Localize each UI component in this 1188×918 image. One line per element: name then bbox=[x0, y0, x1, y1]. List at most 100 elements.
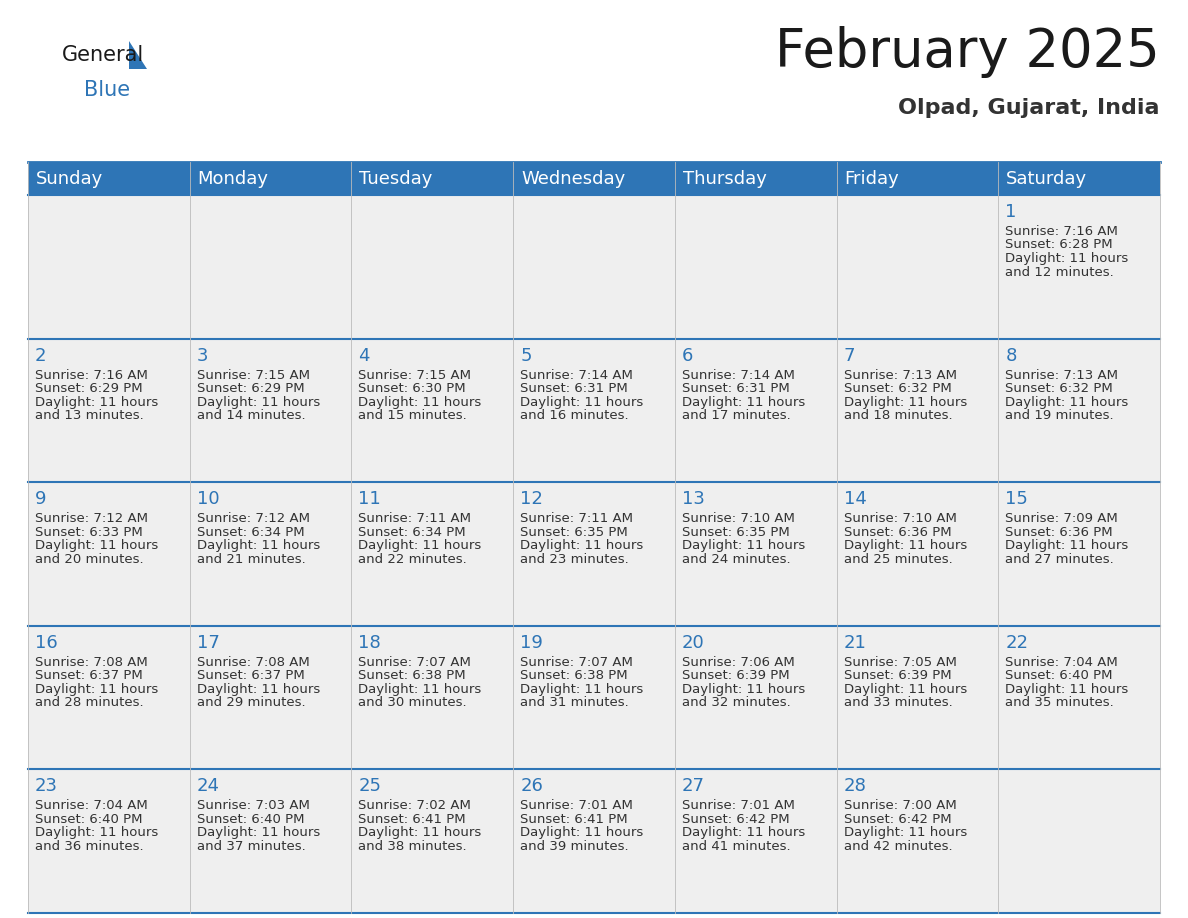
Bar bbox=[352, 626, 513, 769]
Text: 13: 13 bbox=[682, 490, 704, 509]
Bar bbox=[675, 482, 836, 626]
Bar bbox=[190, 626, 352, 769]
Text: Sunrise: 7:00 AM: Sunrise: 7:00 AM bbox=[843, 800, 956, 812]
Bar bbox=[190, 769, 352, 913]
Text: Sunrise: 7:05 AM: Sunrise: 7:05 AM bbox=[843, 655, 956, 669]
Text: Daylight: 11 hours: Daylight: 11 hours bbox=[34, 396, 158, 409]
Text: 28: 28 bbox=[843, 778, 866, 795]
Text: Daylight: 11 hours: Daylight: 11 hours bbox=[682, 683, 805, 696]
Text: Daylight: 11 hours: Daylight: 11 hours bbox=[843, 683, 967, 696]
Text: Daylight: 11 hours: Daylight: 11 hours bbox=[197, 396, 320, 409]
Text: Sunrise: 7:11 AM: Sunrise: 7:11 AM bbox=[520, 512, 633, 525]
Text: 6: 6 bbox=[682, 347, 694, 364]
Bar bbox=[836, 482, 998, 626]
Bar bbox=[513, 339, 675, 482]
Text: 27: 27 bbox=[682, 778, 704, 795]
Text: Sunset: 6:30 PM: Sunset: 6:30 PM bbox=[359, 382, 466, 395]
Text: Daylight: 11 hours: Daylight: 11 hours bbox=[197, 539, 320, 553]
Text: Daylight: 11 hours: Daylight: 11 hours bbox=[197, 683, 320, 696]
Text: Sunset: 6:38 PM: Sunset: 6:38 PM bbox=[520, 669, 627, 682]
Text: Sunset: 6:31 PM: Sunset: 6:31 PM bbox=[682, 382, 790, 395]
Text: Wednesday: Wednesday bbox=[522, 170, 625, 187]
Text: Daylight: 11 hours: Daylight: 11 hours bbox=[682, 539, 805, 553]
Text: 16: 16 bbox=[34, 633, 58, 652]
Text: and 14 minutes.: and 14 minutes. bbox=[197, 409, 305, 422]
Text: and 22 minutes.: and 22 minutes. bbox=[359, 553, 467, 565]
Text: 7: 7 bbox=[843, 347, 855, 364]
Text: Sunrise: 7:08 AM: Sunrise: 7:08 AM bbox=[34, 655, 147, 669]
Text: 4: 4 bbox=[359, 347, 369, 364]
Text: 12: 12 bbox=[520, 490, 543, 509]
Text: 21: 21 bbox=[843, 633, 866, 652]
Text: Sunrise: 7:07 AM: Sunrise: 7:07 AM bbox=[520, 655, 633, 669]
Bar bbox=[513, 482, 675, 626]
Text: Sunrise: 7:01 AM: Sunrise: 7:01 AM bbox=[520, 800, 633, 812]
Text: Sunset: 6:34 PM: Sunset: 6:34 PM bbox=[197, 526, 304, 539]
Bar bbox=[29, 162, 1159, 195]
Bar bbox=[352, 339, 513, 482]
Bar bbox=[29, 769, 190, 913]
Text: Sunset: 6:32 PM: Sunset: 6:32 PM bbox=[843, 382, 952, 395]
Text: and 35 minutes.: and 35 minutes. bbox=[1005, 696, 1114, 710]
Text: and 32 minutes.: and 32 minutes. bbox=[682, 696, 790, 710]
Text: and 20 minutes.: and 20 minutes. bbox=[34, 553, 144, 565]
Text: 26: 26 bbox=[520, 778, 543, 795]
Text: 25: 25 bbox=[359, 778, 381, 795]
Bar bbox=[352, 195, 513, 339]
Text: Sunrise: 7:08 AM: Sunrise: 7:08 AM bbox=[197, 655, 309, 669]
Text: and 30 minutes.: and 30 minutes. bbox=[359, 696, 467, 710]
Text: 18: 18 bbox=[359, 633, 381, 652]
Text: Sunrise: 7:10 AM: Sunrise: 7:10 AM bbox=[682, 512, 795, 525]
Text: 1: 1 bbox=[1005, 203, 1017, 221]
Bar bbox=[352, 482, 513, 626]
Text: Daylight: 11 hours: Daylight: 11 hours bbox=[197, 826, 320, 839]
Bar bbox=[998, 626, 1159, 769]
Bar bbox=[513, 626, 675, 769]
Text: Sunrise: 7:04 AM: Sunrise: 7:04 AM bbox=[1005, 655, 1118, 669]
Text: Sunset: 6:42 PM: Sunset: 6:42 PM bbox=[682, 813, 790, 826]
Text: Daylight: 11 hours: Daylight: 11 hours bbox=[1005, 683, 1129, 696]
Text: and 25 minutes.: and 25 minutes. bbox=[843, 553, 953, 565]
Text: Daylight: 11 hours: Daylight: 11 hours bbox=[359, 396, 481, 409]
Bar bbox=[190, 195, 352, 339]
Text: and 36 minutes.: and 36 minutes. bbox=[34, 840, 144, 853]
Text: Sunrise: 7:02 AM: Sunrise: 7:02 AM bbox=[359, 800, 472, 812]
Bar bbox=[675, 339, 836, 482]
Text: Daylight: 11 hours: Daylight: 11 hours bbox=[359, 826, 481, 839]
Text: Sunset: 6:36 PM: Sunset: 6:36 PM bbox=[843, 526, 952, 539]
Text: 3: 3 bbox=[197, 347, 208, 364]
Bar bbox=[998, 339, 1159, 482]
Text: Daylight: 11 hours: Daylight: 11 hours bbox=[520, 683, 644, 696]
Text: Daylight: 11 hours: Daylight: 11 hours bbox=[520, 826, 644, 839]
Text: Daylight: 11 hours: Daylight: 11 hours bbox=[1005, 396, 1129, 409]
Text: Sunset: 6:34 PM: Sunset: 6:34 PM bbox=[359, 526, 466, 539]
Bar bbox=[29, 339, 190, 482]
Text: Saturday: Saturday bbox=[1006, 170, 1087, 187]
Text: Sunrise: 7:13 AM: Sunrise: 7:13 AM bbox=[1005, 369, 1118, 382]
Text: 2: 2 bbox=[34, 347, 46, 364]
Text: Daylight: 11 hours: Daylight: 11 hours bbox=[520, 396, 644, 409]
Text: and 12 minutes.: and 12 minutes. bbox=[1005, 265, 1114, 278]
Text: Sunrise: 7:16 AM: Sunrise: 7:16 AM bbox=[34, 369, 147, 382]
Text: and 23 minutes.: and 23 minutes. bbox=[520, 553, 628, 565]
Text: Sunset: 6:39 PM: Sunset: 6:39 PM bbox=[682, 669, 790, 682]
Text: Olpad, Gujarat, India: Olpad, Gujarat, India bbox=[898, 98, 1159, 118]
Text: 10: 10 bbox=[197, 490, 220, 509]
Text: Sunset: 6:35 PM: Sunset: 6:35 PM bbox=[682, 526, 790, 539]
Text: Sunset: 6:40 PM: Sunset: 6:40 PM bbox=[1005, 669, 1113, 682]
Text: Sunrise: 7:14 AM: Sunrise: 7:14 AM bbox=[682, 369, 795, 382]
Text: Monday: Monday bbox=[197, 170, 268, 187]
Bar bbox=[675, 769, 836, 913]
Bar bbox=[190, 339, 352, 482]
Text: Daylight: 11 hours: Daylight: 11 hours bbox=[1005, 252, 1129, 265]
Text: Sunset: 6:31 PM: Sunset: 6:31 PM bbox=[520, 382, 628, 395]
Text: Sunrise: 7:15 AM: Sunrise: 7:15 AM bbox=[197, 369, 310, 382]
Text: 22: 22 bbox=[1005, 633, 1029, 652]
Bar bbox=[998, 482, 1159, 626]
Text: and 17 minutes.: and 17 minutes. bbox=[682, 409, 790, 422]
Text: and 29 minutes.: and 29 minutes. bbox=[197, 696, 305, 710]
Text: Sunset: 6:38 PM: Sunset: 6:38 PM bbox=[359, 669, 466, 682]
Text: and 15 minutes.: and 15 minutes. bbox=[359, 409, 467, 422]
Text: and 39 minutes.: and 39 minutes. bbox=[520, 840, 628, 853]
Text: and 24 minutes.: and 24 minutes. bbox=[682, 553, 790, 565]
